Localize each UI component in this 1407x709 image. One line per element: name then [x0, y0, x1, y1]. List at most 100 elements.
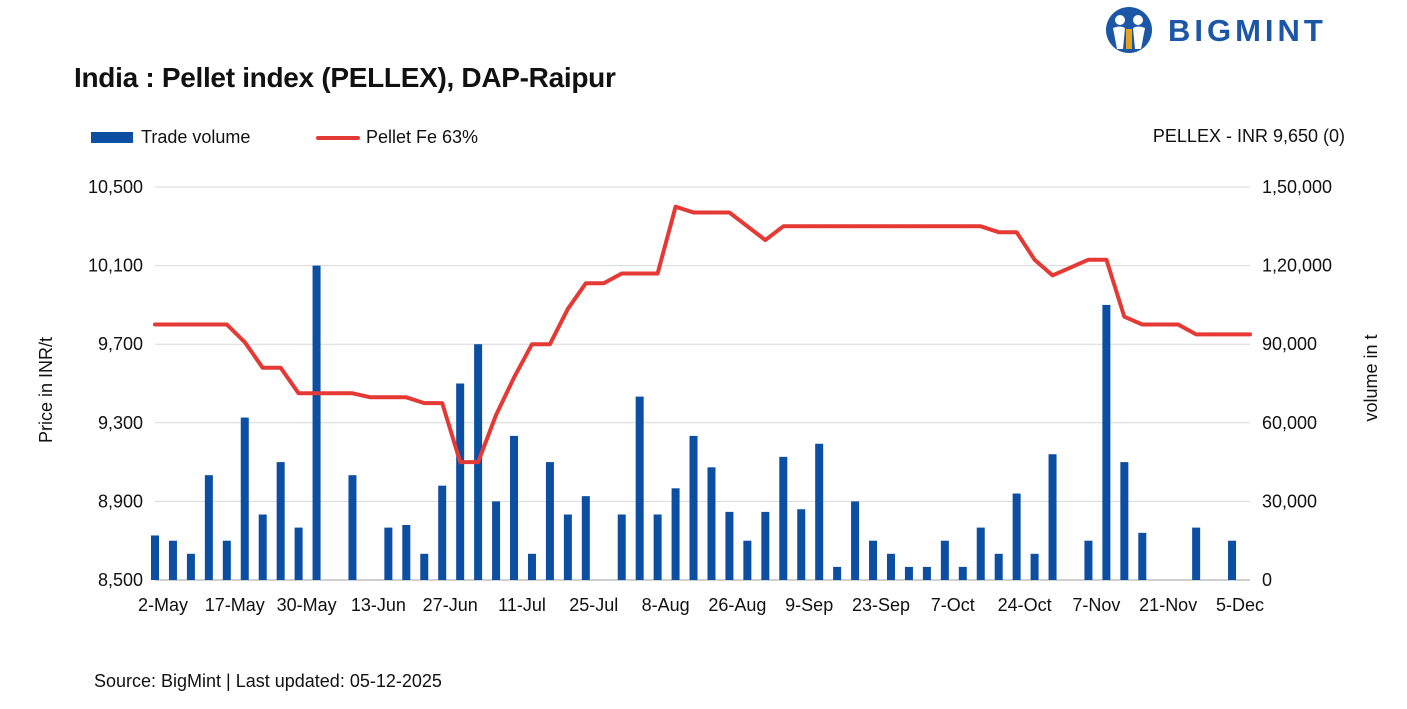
- price-point: [316, 392, 318, 394]
- legend-line-swatch: [316, 135, 360, 140]
- price-point: [459, 461, 461, 463]
- price-point: [387, 396, 389, 398]
- volume-bar: [869, 540, 878, 580]
- price-point: [1069, 267, 1071, 269]
- price-point: [818, 225, 820, 227]
- price-point: [1034, 259, 1036, 261]
- volume-bar: [240, 417, 249, 580]
- price-point: [1016, 231, 1018, 233]
- bigmint-logo: BIGMINT: [1104, 5, 1364, 55]
- x-tick-label: 21-Nov: [1139, 595, 1197, 615]
- price-point: [495, 414, 497, 416]
- y-left-tick-label: 9,700: [98, 334, 143, 354]
- price-point: [172, 324, 174, 326]
- price-point: [585, 282, 587, 284]
- y-right-tick-label: 90,000: [1262, 334, 1317, 354]
- price-point: [872, 225, 874, 227]
- price-point: [1105, 259, 1107, 261]
- volume-bar: [779, 456, 788, 580]
- price-point: [190, 324, 192, 326]
- volume-bar: [994, 553, 1003, 580]
- volume-bar: [1138, 532, 1147, 580]
- price-point: [1141, 324, 1143, 326]
- price-point: [621, 272, 623, 274]
- price-point: [1177, 324, 1179, 326]
- price-point: [693, 212, 695, 214]
- price-point: [603, 282, 605, 284]
- price-point: [639, 272, 641, 274]
- price-point: [1087, 259, 1089, 261]
- volume-bar: [510, 435, 519, 580]
- volume-bar: [1102, 304, 1111, 580]
- y-left-tick-label: 9,300: [98, 413, 143, 433]
- volume-bar: [743, 540, 752, 580]
- price-point: [836, 225, 838, 227]
- volume-bar: [222, 540, 231, 580]
- price-point: [567, 308, 569, 310]
- price-point: [208, 324, 210, 326]
- price-point: [854, 225, 856, 227]
- price-point: [926, 225, 928, 227]
- x-tick-label: 24-Oct: [998, 595, 1052, 615]
- price-point: [549, 343, 551, 345]
- price-point: [280, 367, 282, 369]
- volume-bar: [886, 553, 895, 580]
- volume-bar: [492, 501, 501, 580]
- volume-bar: [1048, 454, 1057, 580]
- y-right-tick-label: 0: [1262, 570, 1272, 590]
- volume-bar: [761, 511, 770, 580]
- volume-bar: [922, 566, 931, 580]
- source-note: Source: BigMint | Last updated: 05-12-20…: [94, 671, 442, 691]
- price-point: [226, 324, 228, 326]
- chart-title: India : Pellet index (PELLEX), DAP-Raipu…: [74, 62, 616, 93]
- price-point: [980, 225, 982, 227]
- volume-bar: [1030, 553, 1039, 580]
- volume-bar: [851, 501, 860, 580]
- volume-bar: [204, 475, 213, 580]
- volume-bar: [635, 396, 644, 580]
- volume-bar: [653, 514, 662, 580]
- x-tick-label: 5-Dec: [1216, 595, 1264, 615]
- y-left-tick-label: 8,500: [98, 570, 143, 590]
- price-point: [890, 225, 892, 227]
- x-tick-label: 23-Sep: [852, 595, 910, 615]
- volume-bar: [168, 540, 177, 580]
- price-point: [675, 206, 677, 208]
- price-point: [998, 231, 1000, 233]
- price-point: [962, 225, 964, 227]
- volume-bar: [186, 553, 195, 580]
- volume-bar: [976, 527, 985, 580]
- pellet-price-line: [153, 204, 1252, 465]
- pellex-price-label: PELLEX - INR 9,650 (0): [1152, 126, 1345, 146]
- x-tick-label: 2-May: [138, 595, 188, 615]
- price-point: [369, 396, 371, 398]
- price-point: [764, 239, 766, 241]
- price-point: [944, 225, 946, 227]
- x-tick-label: 17-May: [205, 595, 265, 615]
- legend-trade-volume: Trade volume: [91, 127, 250, 148]
- volume-bar: [689, 435, 698, 580]
- volume-bar: [384, 527, 393, 580]
- x-tick-label: 26-Aug: [708, 595, 766, 615]
- volume-bar: [707, 467, 716, 580]
- legend-pellet-price: Pellet Fe 63%: [316, 127, 478, 148]
- price-point: [423, 402, 425, 404]
- volume-bar: [294, 527, 303, 580]
- price-point: [334, 392, 336, 394]
- price-point: [1159, 324, 1161, 326]
- volume-bar: [545, 462, 554, 580]
- x-tick-label: 25-Jul: [569, 595, 618, 615]
- volume-bar: [1084, 540, 1093, 580]
- price-point: [728, 212, 730, 214]
- y-right-tick-label: 1,50,000: [1262, 177, 1332, 197]
- y-left-tick-label: 8,900: [98, 491, 143, 511]
- y-right-tick-label: 30,000: [1262, 491, 1317, 511]
- volume-bar: [456, 383, 465, 580]
- volume-bar: [151, 535, 159, 580]
- volume-bar: [581, 496, 590, 580]
- x-tick-label: 9-Sep: [785, 595, 833, 615]
- volume-bar: [420, 553, 429, 580]
- volume-bar: [815, 443, 824, 580]
- legend-bar-swatch: [91, 132, 133, 143]
- price-point: [710, 212, 712, 214]
